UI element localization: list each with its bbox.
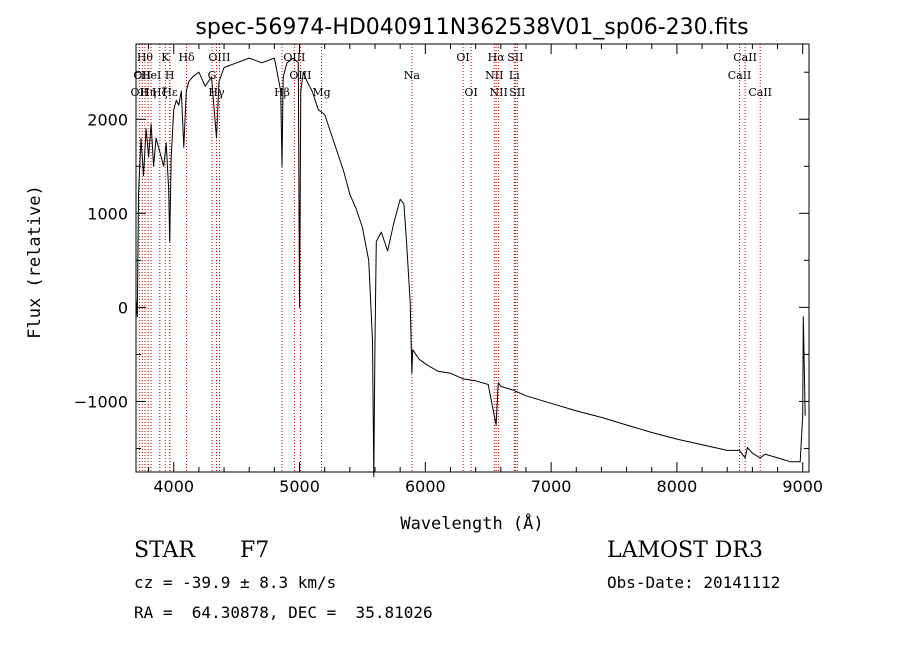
marker-label-15: OIII — [289, 69, 311, 82]
marker-label-4: HeI — [141, 69, 161, 82]
marker-label-0: OII — [131, 86, 149, 99]
obs-date-readout: Obs-Date: 20141112 — [607, 573, 781, 592]
marker-label-6: K — [161, 51, 170, 64]
marker-label-13: Hβ — [274, 86, 290, 99]
marker-label-11: Hγ — [208, 86, 225, 99]
spectrum-line — [135, 57, 806, 478]
redshift-readout: cz = -39.9 ± 8.3 km/s — [134, 573, 337, 592]
marker-label-16: Mg — [312, 86, 330, 99]
subclass-label: F7 — [240, 538, 270, 563]
coordinates-readout: RA = 64.30878, DEC = 35.81026 — [134, 603, 433, 622]
marker-label-27: CaII — [733, 51, 757, 64]
x-axis-label: Wavelength (Å) — [400, 512, 543, 534]
marker-label-24: SII — [507, 51, 523, 64]
marker-label-25: SII — [509, 86, 525, 99]
marker-label-10: G — [208, 69, 217, 82]
marker-label-23: Li — [509, 69, 520, 82]
marker-label-18: OI — [456, 51, 469, 64]
survey-label: LAMOST DR3 — [607, 538, 763, 563]
y-tick-label-2: 1000 — [87, 204, 128, 223]
y-tick-label-1: 0 — [118, 298, 128, 317]
marker-label-5: Hζ — [152, 86, 168, 99]
marker-label-8: Hε — [162, 86, 178, 99]
class-label: STAR — [134, 538, 195, 563]
y-tick-label-0: −1000 — [74, 392, 128, 411]
x-tick-label-3: 7000 — [531, 477, 572, 496]
axis-ticks: 4000 5000 6000 7000 8000 9000 −1000 0 1000 2000 — [74, 44, 823, 496]
x-tick-label-1: 5000 — [279, 477, 320, 496]
marker-label-3: Hη — [140, 86, 156, 99]
x-tick-label-4: 8000 — [657, 477, 698, 496]
marker-label-22: NII — [490, 86, 508, 99]
x-tick-label-0: 4000 — [153, 477, 194, 496]
marker-label-19: OI — [464, 86, 477, 99]
y-tick-label-3: 2000 — [87, 110, 128, 129]
marker-label-28: CaII — [748, 86, 772, 99]
marker-label-2: Hθ — [137, 51, 154, 64]
marker-label-17: Na — [404, 69, 421, 82]
chart-title: spec-56974-HD040911N362538V01_sp06-230.f… — [195, 15, 748, 40]
plot-frame — [135, 43, 810, 473]
y-axis-label: Flux (relative) — [25, 185, 45, 339]
line-markers: OIIOIIHθHηHeIHζKHHεHδGHγOIIIHβOIIIOIIIMg… — [131, 44, 772, 472]
marker-label-14: OIII — [283, 51, 305, 64]
marker-label-12: OIII — [208, 51, 230, 64]
marker-label-9: Hδ — [178, 51, 195, 64]
x-tick-label-5: 9000 — [782, 477, 823, 496]
x-tick-label-2: 6000 — [405, 477, 446, 496]
marker-label-20: NII — [485, 69, 503, 82]
marker-label-26: CaII — [728, 69, 752, 82]
marker-label-7: H — [165, 69, 175, 82]
marker-label-21: Hα — [488, 51, 506, 64]
